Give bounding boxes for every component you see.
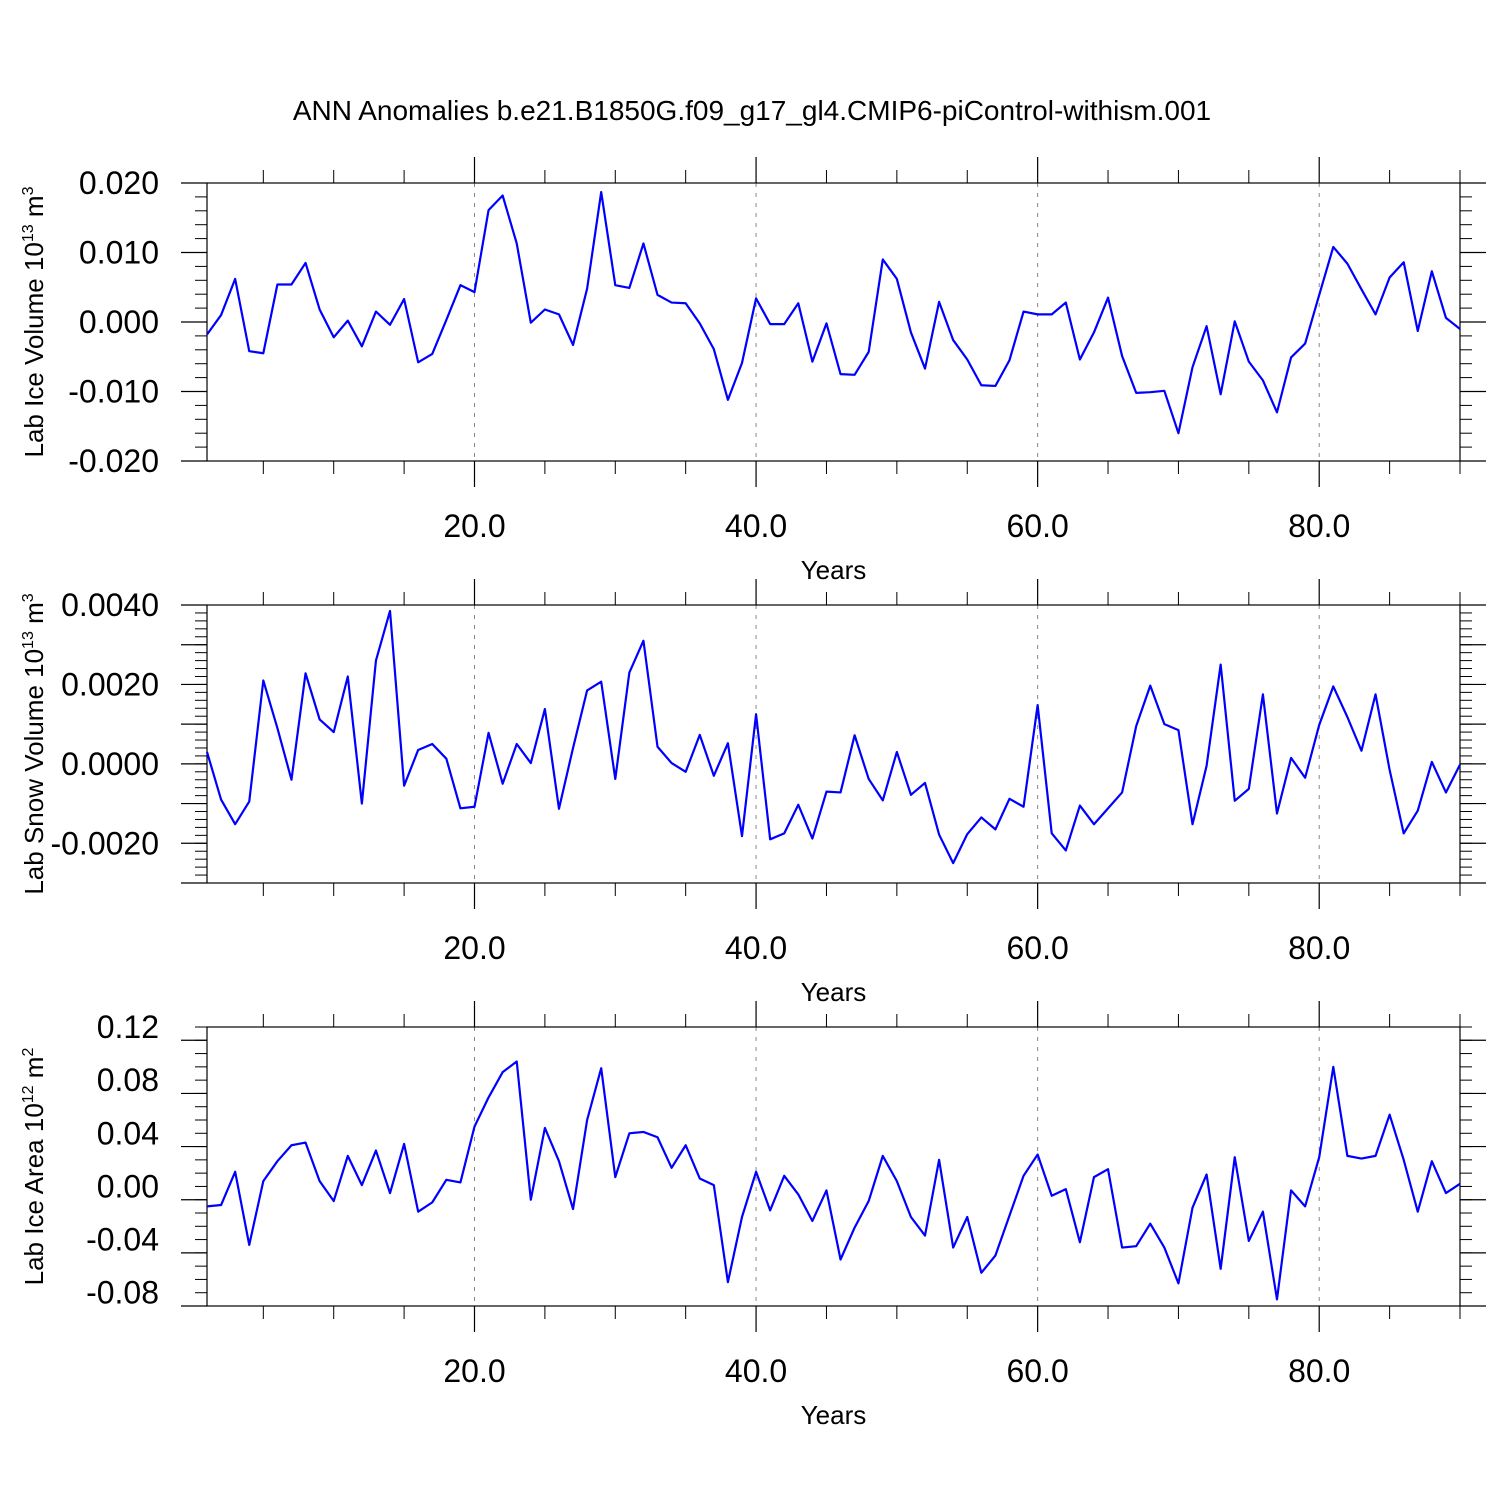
y-tick-label: 0.0040 xyxy=(61,587,159,623)
x-tick-label: 20.0 xyxy=(443,508,505,544)
y-tick-label: 0.020 xyxy=(79,165,159,201)
x-axis-label: Years xyxy=(801,555,867,585)
series-line xyxy=(206,190,1461,435)
y-tick-label: 0.010 xyxy=(79,235,159,271)
y-tick-label: -0.0020 xyxy=(50,825,159,861)
y-tick-label: 0.00 xyxy=(97,1168,159,1204)
y-tick-label: 0.08 xyxy=(97,1062,159,1098)
y-tick-label: -0.020 xyxy=(68,443,159,479)
x-tick-label: 60.0 xyxy=(1006,930,1068,966)
y-tick-label: -0.08 xyxy=(86,1275,159,1311)
y-tick-label: 0.0000 xyxy=(61,746,159,782)
x-tick-label: 80.0 xyxy=(1288,1353,1350,1389)
y-axis-label: Lab Snow Volume 1013 m3 xyxy=(19,593,49,894)
chart-title: ANN Anomalies b.e21.B1850G.f09_g17_gl4.C… xyxy=(293,95,1211,126)
x-tick-label: 80.0 xyxy=(1288,508,1350,544)
plot-frame xyxy=(206,182,1461,462)
plot-frame xyxy=(206,1026,1461,1307)
x-tick-label: 60.0 xyxy=(1006,508,1068,544)
y-tick-label: -0.010 xyxy=(68,374,159,410)
x-tick-label: 60.0 xyxy=(1006,1353,1068,1389)
y-axis-label: Lab Ice Volume 1013 m3 xyxy=(19,186,49,457)
series-line xyxy=(206,1060,1461,1301)
panel-2: -0.0020 0.0000 0.0020 0.0040 20.0 40.0 60.0 80.… xyxy=(19,579,1486,1007)
x-tick-label: 20.0 xyxy=(443,1353,505,1389)
y-tick-label: -0.04 xyxy=(86,1222,159,1258)
panels: -0.020 -0.010 0.000 0.010 0.020 20.0 40.0 60.0 8… xyxy=(19,157,1486,1430)
series-line xyxy=(205,609,1461,865)
y-tick-label: 0.12 xyxy=(97,1009,159,1045)
panel-1: -0.020 -0.010 0.000 0.010 0.020 20.0 40.0 60.0 8… xyxy=(19,157,1486,585)
x-axis-label: Years xyxy=(801,1400,867,1430)
x-axis-label: Years xyxy=(801,977,867,1007)
y-tick-label: 0.04 xyxy=(97,1115,159,1151)
x-tick-label: 20.0 xyxy=(443,930,505,966)
plot-frame xyxy=(206,604,1461,884)
x-tick-label: 40.0 xyxy=(725,930,787,966)
x-tick-label: 40.0 xyxy=(725,508,787,544)
y-axis-label: Lab Ice Area 1012 m2 xyxy=(19,1048,49,1286)
x-tick-label: 40.0 xyxy=(725,1353,787,1389)
y-tick-label: 0.000 xyxy=(79,304,159,340)
x-tick-label: 80.0 xyxy=(1288,930,1350,966)
y-tick-label: 0.0020 xyxy=(61,666,159,702)
panel-3: -0.08 -0.04 0.00 0.04 0.08 0.12 20.0 40.0 60.0 80… xyxy=(19,1001,1486,1430)
